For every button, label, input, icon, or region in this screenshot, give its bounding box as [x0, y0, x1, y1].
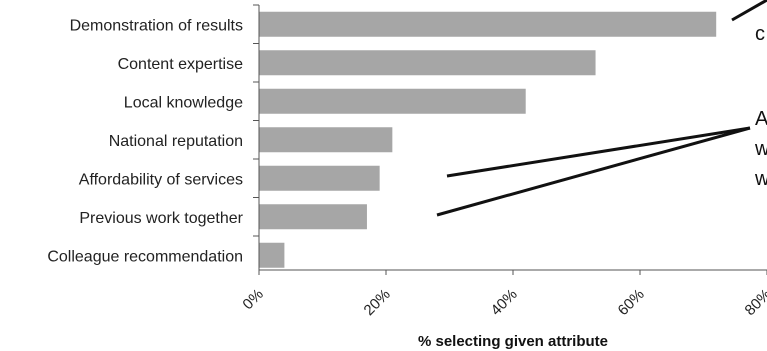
annotation-fragment: c [755, 23, 765, 45]
category-label: Colleague recommendation [47, 248, 243, 265]
annotation-fragment: A [755, 108, 767, 130]
category-labels: Demonstration of results Content expertis… [47, 17, 243, 265]
bars [259, 11, 717, 268]
category-label: Local knowledge [124, 94, 243, 111]
bar [259, 50, 596, 76]
callout-line [731, 0, 767, 22]
bar [259, 88, 526, 114]
tick-label: 80% [742, 286, 767, 319]
category-label: Affordability of services [79, 171, 243, 188]
x-axis [253, 4, 767, 275]
category-label: Previous work together [79, 210, 243, 227]
category-label: National reputation [109, 133, 243, 150]
tick-label: 20% [361, 286, 394, 319]
bar [259, 11, 717, 37]
bar [259, 165, 380, 191]
tick-labels: 0% 20% 40% 60% 80% [239, 286, 767, 319]
tick-label: 0% [239, 286, 266, 313]
annotation-text: c A w w [754, 23, 767, 190]
callout-line [446, 126, 751, 178]
callout-lines [436, 0, 767, 217]
category-label: Demonstration of results [70, 17, 243, 34]
category-label: Content expertise [118, 56, 244, 73]
annotation-fragment: w [754, 138, 767, 160]
bar [259, 127, 393, 153]
x-axis-label: % selecting given attribute [418, 333, 608, 350]
tick-label: 60% [615, 286, 648, 319]
tick-label: 40% [488, 286, 521, 319]
callout-line [436, 126, 751, 217]
annotation-fragment: w [754, 168, 767, 190]
bar [259, 242, 285, 268]
bar [259, 204, 367, 230]
